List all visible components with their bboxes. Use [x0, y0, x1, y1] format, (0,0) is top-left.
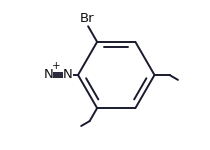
Text: Br: Br [80, 12, 95, 25]
Text: +: + [52, 61, 61, 71]
Text: N: N [62, 69, 72, 81]
Text: N: N [44, 69, 54, 81]
